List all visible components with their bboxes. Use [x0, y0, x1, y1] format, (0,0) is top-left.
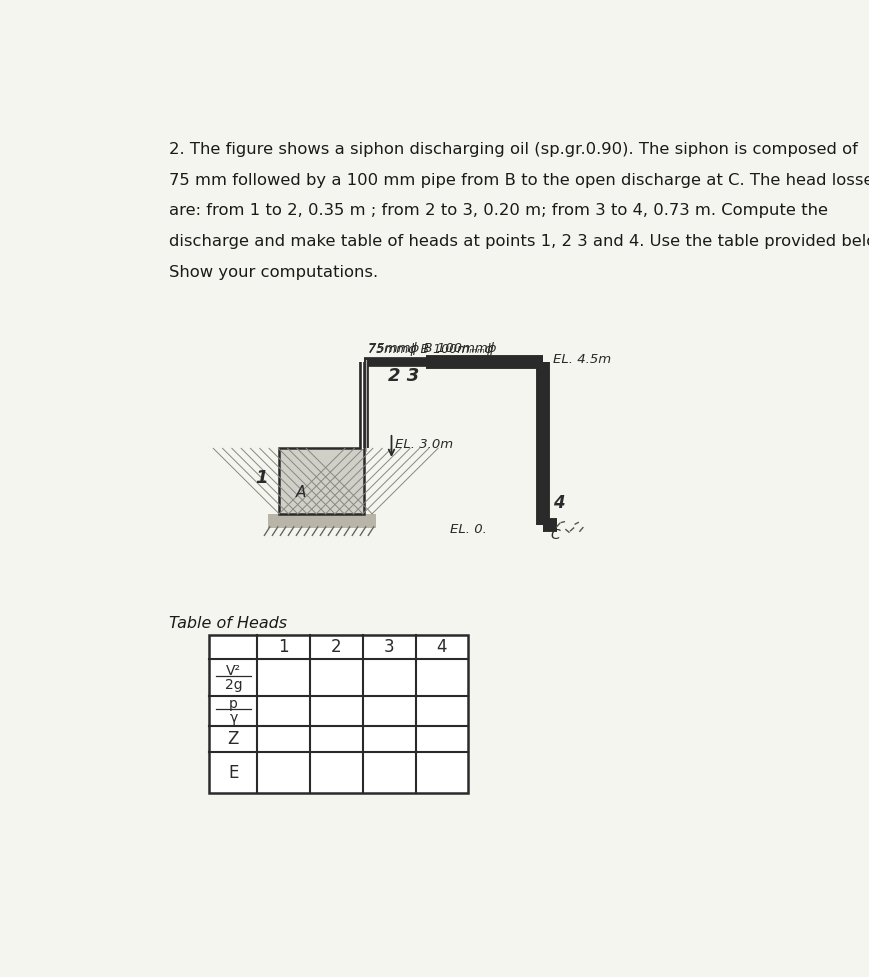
Bar	[279, 448, 364, 514]
Text: γ: γ	[229, 711, 237, 725]
Text: 2: 2	[331, 638, 342, 656]
Text: 2 3: 2 3	[388, 366, 419, 385]
Text: 4: 4	[436, 638, 448, 656]
Text: p: p	[229, 697, 238, 711]
Text: EL. 0.: EL. 0.	[449, 523, 487, 536]
Text: 75mmϕ B 100mmϕ: 75mmϕ B 100mmϕ	[368, 342, 497, 356]
Text: 1: 1	[278, 638, 289, 656]
Text: Show your computations.: Show your computations.	[169, 265, 378, 280]
Bar	[268, 514, 376, 528]
Bar	[209, 635, 468, 792]
Text: 75mmϕ B 100mₘₘϕ: 75mmϕ B 100mₘₘϕ	[368, 343, 494, 356]
Text: Table of Heads: Table of Heads	[169, 616, 287, 631]
Text: V²: V²	[226, 663, 241, 678]
Text: 3: 3	[384, 638, 395, 656]
Text: EL. 4.5m: EL. 4.5m	[554, 353, 612, 365]
Text: 2. The figure shows a siphon discharging oil (sp.gr.0.90). The siphon is compose: 2. The figure shows a siphon discharging…	[169, 142, 858, 157]
Text: 2g: 2g	[224, 678, 242, 692]
Text: discharge and make table of heads at points 1, 2 3 and 4. Use the table provided: discharge and make table of heads at poi…	[169, 234, 869, 249]
Text: 75 mm followed by a 100 mm pipe from B to the open discharge at C. The head loss: 75 mm followed by a 100 mm pipe from B t…	[169, 173, 869, 188]
Text: C: C	[550, 529, 561, 542]
Text: E: E	[229, 763, 239, 782]
Text: 1: 1	[255, 469, 268, 487]
Text: are: from 1 to 2, 0.35 m ; from 2 to 3, 0.20 m; from 3 to 4, 0.73 m. Compute the: are: from 1 to 2, 0.35 m ; from 2 to 3, …	[169, 203, 828, 219]
Text: A: A	[296, 485, 307, 500]
Text: EL. 3.0m: EL. 3.0m	[395, 438, 454, 451]
Text: 4: 4	[554, 494, 565, 512]
Text: Z: Z	[228, 730, 239, 748]
